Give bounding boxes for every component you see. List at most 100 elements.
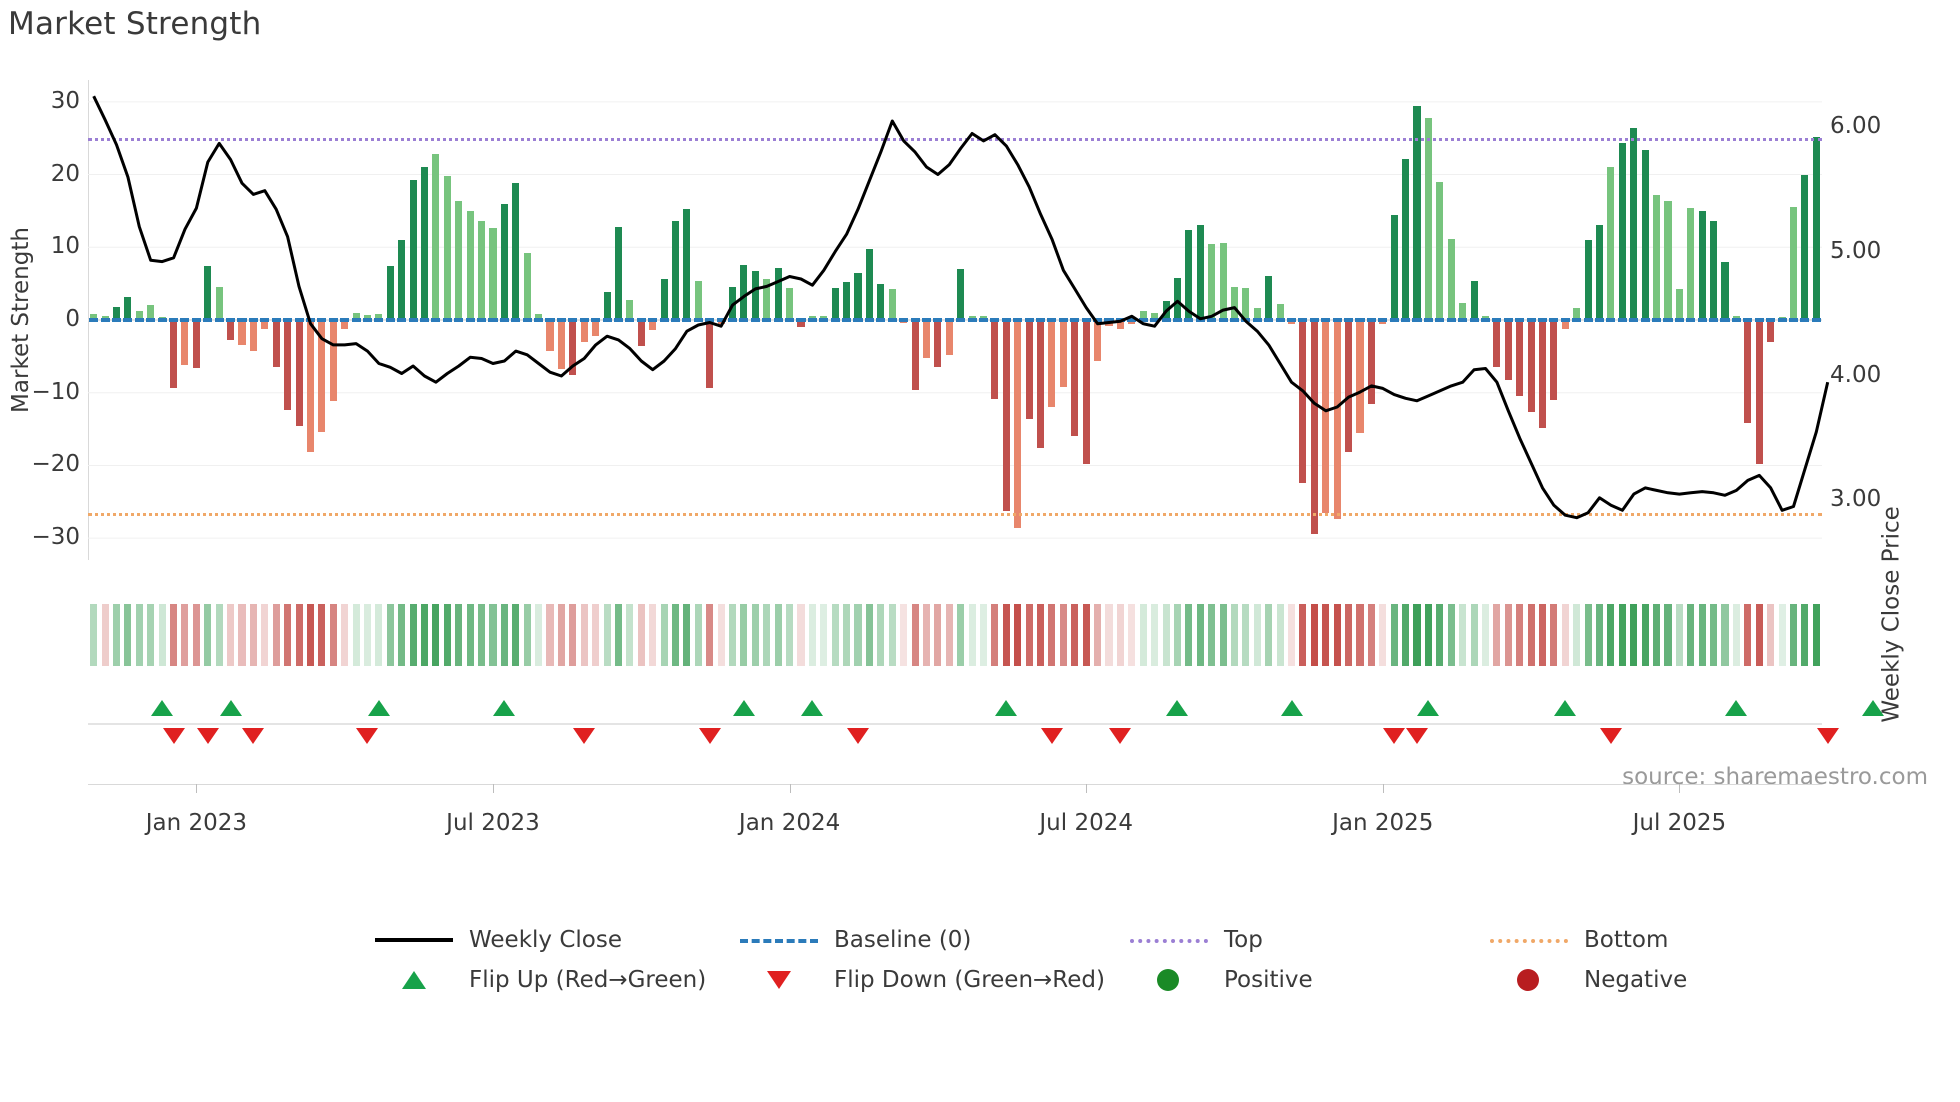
baseline-segment xyxy=(1001,318,1011,322)
legend-item[interactable]: Baseline (0) xyxy=(740,920,971,960)
strength-bar xyxy=(1322,320,1330,514)
legend-triangle-down-icon xyxy=(740,969,818,991)
heatmap-cell xyxy=(284,604,292,666)
baseline-segment xyxy=(1492,318,1502,322)
strength-bar xyxy=(1732,315,1740,320)
legend-item[interactable]: Weekly Close xyxy=(375,920,622,960)
baseline-segment xyxy=(887,318,897,322)
baseline-segment xyxy=(226,318,236,322)
legend-item[interactable]: Flip Up (Red→Green) xyxy=(375,960,706,1000)
strength-bar xyxy=(284,320,292,411)
heatmap-cell xyxy=(1025,604,1033,666)
heatmap-cell xyxy=(1253,604,1261,666)
heatmap-cell xyxy=(1173,604,1181,666)
strength-bar xyxy=(740,264,748,320)
legend-item[interactable]: Positive xyxy=(1130,960,1313,1000)
baseline-segment xyxy=(1560,318,1570,322)
heatmap-cell xyxy=(1094,604,1102,666)
baseline-segment xyxy=(522,318,532,322)
baseline-segment xyxy=(978,318,989,322)
baseline-segment xyxy=(454,318,464,322)
baseline-segment xyxy=(134,318,144,322)
flip-down-marker xyxy=(1383,728,1406,744)
strength-bar xyxy=(1573,308,1581,320)
strength-bar xyxy=(1561,320,1569,329)
baseline-segment xyxy=(1697,318,1707,322)
legend-dashed-line-icon xyxy=(740,929,818,951)
baseline-segment xyxy=(591,318,601,322)
heatmap-cell xyxy=(637,604,645,666)
strength-bar xyxy=(1436,181,1444,320)
heatmap-cell xyxy=(797,604,805,666)
heatmap-cell xyxy=(671,604,680,666)
heatmap-cell xyxy=(1596,604,1604,666)
strength-bar xyxy=(991,320,999,399)
strength-bar xyxy=(375,314,383,320)
baseline-segment xyxy=(431,318,441,322)
strength-bar xyxy=(786,288,794,320)
heatmap-cell xyxy=(569,604,577,666)
strength-bar xyxy=(569,320,577,376)
heatmap-cell xyxy=(1333,604,1341,666)
strength-bar xyxy=(535,314,543,320)
heatmap-cell xyxy=(1287,604,1296,666)
legend-row-top: Weekly Close Baseline (0) Top Bottom xyxy=(0,920,1960,960)
baseline-segment xyxy=(157,318,167,322)
y-tick-label: 10 xyxy=(50,233,80,260)
heatmap-cell xyxy=(1230,604,1239,666)
legend-item[interactable]: Top xyxy=(1130,920,1263,960)
strength-bar xyxy=(1413,106,1421,320)
heatmap-cell xyxy=(649,604,657,666)
strength-bar xyxy=(363,314,372,320)
legend-item[interactable]: Flip Down (Green→Red) xyxy=(740,960,1105,1000)
strength-bar xyxy=(614,226,622,320)
heatmap-cell xyxy=(1516,604,1524,666)
heatmap-cell xyxy=(101,604,109,666)
baseline-segment xyxy=(1138,318,1148,322)
strength-bar xyxy=(1151,312,1159,320)
strength-bar xyxy=(580,320,588,342)
heatmap-cell xyxy=(729,604,737,666)
baseline-segment xyxy=(796,318,806,322)
baseline-segment xyxy=(340,318,350,322)
baseline-segment xyxy=(876,318,886,322)
strength-bar xyxy=(1584,240,1592,320)
x-axis-tick xyxy=(1679,784,1681,793)
heatmap-cell xyxy=(1641,604,1649,666)
strength-bar xyxy=(147,305,155,320)
strength-bar xyxy=(1698,210,1706,320)
legend-item-label: Baseline (0) xyxy=(834,927,972,953)
baseline-segment xyxy=(1024,318,1034,322)
baseline-segment xyxy=(899,318,909,322)
baseline-segment xyxy=(716,318,726,322)
y-tick-label: −30 xyxy=(31,524,80,551)
heatmap-cell xyxy=(1059,604,1067,666)
heatmap-cell xyxy=(1493,604,1501,666)
heatmap-cell xyxy=(1561,604,1569,666)
strength-bar xyxy=(432,154,440,320)
heatmap-cell xyxy=(432,604,440,666)
heatmap-cell xyxy=(592,604,600,666)
baseline-segment xyxy=(1058,318,1068,322)
flip-up-marker xyxy=(1862,700,1885,716)
baseline-segment xyxy=(910,318,920,322)
flip-up-marker xyxy=(1725,700,1748,716)
heatmap-cell xyxy=(1573,604,1581,666)
baseline-segment xyxy=(807,318,817,322)
strength-bar xyxy=(1185,229,1193,320)
y-tick-label: 0 xyxy=(65,306,80,332)
strength-bar xyxy=(409,180,417,320)
strength-bar xyxy=(455,200,463,320)
markers-midline xyxy=(88,723,1822,725)
heatmap-cell xyxy=(1242,604,1250,666)
strength-bar xyxy=(557,320,565,370)
strength-bar xyxy=(626,299,634,320)
strength-bar xyxy=(888,289,896,320)
weekly-close-line xyxy=(92,95,1830,520)
heatmap-cell xyxy=(900,604,908,666)
legend-item[interactable]: Bottom xyxy=(1490,920,1668,960)
strength-bar xyxy=(694,280,702,320)
heatmap-cell xyxy=(1550,604,1558,666)
legend-item[interactable]: Negative xyxy=(1490,960,1687,1000)
strength-bar xyxy=(1481,315,1489,320)
